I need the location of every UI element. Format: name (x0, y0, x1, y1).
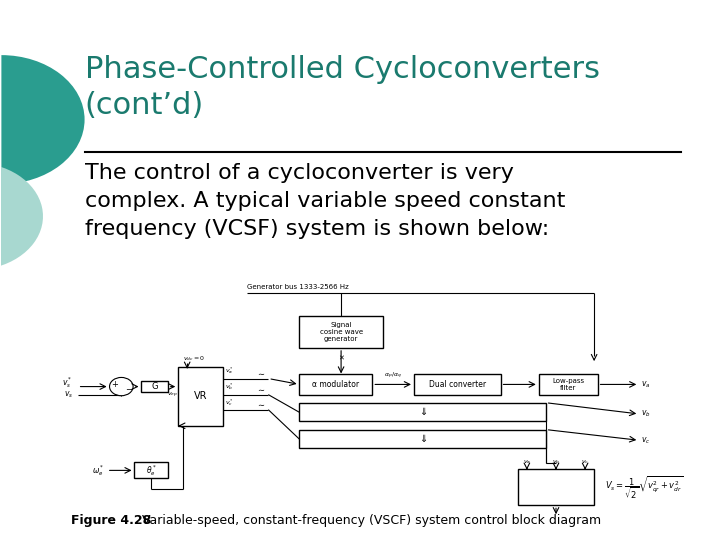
Text: ⇓: ⇓ (419, 434, 427, 444)
Text: Signal
cosine wave
generator: Signal cosine wave generator (320, 322, 363, 342)
Text: $\omega_e^*$: $\omega_e^*$ (91, 463, 104, 478)
Text: Generator bus 1333-2566 Hz: Generator bus 1333-2566 Hz (248, 285, 349, 291)
Bar (300, 403, 546, 422)
Text: VR: VR (194, 392, 207, 401)
Bar (539, 374, 598, 395)
Bar (300, 316, 383, 348)
Text: $v_c$: $v_c$ (642, 435, 651, 445)
Bar (414, 374, 500, 395)
Text: −: − (125, 385, 132, 394)
Text: +: + (111, 381, 118, 389)
Text: G: G (151, 382, 158, 391)
Bar (300, 374, 372, 395)
Wedge shape (0, 163, 43, 267)
Text: $v_b^*$: $v_b^*$ (225, 382, 234, 393)
Text: $\sim$: $\sim$ (256, 400, 266, 409)
Text: ⇓: ⇓ (419, 407, 427, 417)
Text: The control of a cycloconverter is very
complex. A typical variable speed consta: The control of a cycloconverter is very … (84, 163, 565, 239)
Text: Phase-Controlled Cycloconverters
(cont’d): Phase-Controlled Cycloconverters (cont’d… (84, 55, 600, 120)
Bar (141, 381, 168, 392)
Text: $v_s$: $v_s$ (63, 389, 73, 400)
Text: $v_c$: $v_c$ (581, 457, 589, 465)
Text: Dual converter: Dual converter (428, 380, 486, 389)
Text: Figure 4.28: Figure 4.28 (71, 514, 151, 527)
Bar (518, 469, 594, 505)
Circle shape (109, 377, 133, 396)
Text: $\alpha_p/\alpha_q$: $\alpha_p/\alpha_q$ (384, 371, 402, 381)
Text: $v_a$: $v_a$ (523, 457, 531, 465)
Bar (135, 462, 168, 478)
Text: Low-pass
filter: Low-pass filter (552, 378, 584, 391)
Text: α modulator: α modulator (312, 380, 359, 389)
Text: $v_a^*$: $v_a^*$ (225, 365, 234, 376)
Text: $\theta_e^*$: $\theta_e^*$ (145, 463, 156, 478)
Bar (178, 367, 223, 426)
Wedge shape (1, 55, 84, 184)
Text: ✕: ✕ (338, 356, 344, 362)
Text: $\sim$: $\sim$ (256, 384, 266, 394)
Text: $v_{ep}$: $v_{ep}$ (167, 391, 178, 400)
Text: Variable-speed, constant-frequency (VSCF) system control block diagram: Variable-speed, constant-frequency (VSCF… (130, 514, 600, 527)
Text: $v_b$: $v_b$ (642, 409, 651, 419)
Text: $v_s^*$: $v_s^*$ (63, 375, 73, 390)
Text: $v_{dc}=0$: $v_{dc}=0$ (183, 355, 205, 363)
Text: $V_s = \dfrac{1}{\sqrt{2}}\sqrt{v_{qr}^2 + v_{dr}^2}$: $V_s = \dfrac{1}{\sqrt{2}}\sqrt{v_{qr}^2… (605, 475, 683, 501)
Text: $v_a$: $v_a$ (642, 379, 651, 390)
Bar (300, 429, 546, 448)
Text: $v_c^*$: $v_c^*$ (225, 397, 234, 408)
Text: $\sim$: $\sim$ (256, 368, 266, 377)
Text: $v_b$: $v_b$ (552, 457, 560, 465)
